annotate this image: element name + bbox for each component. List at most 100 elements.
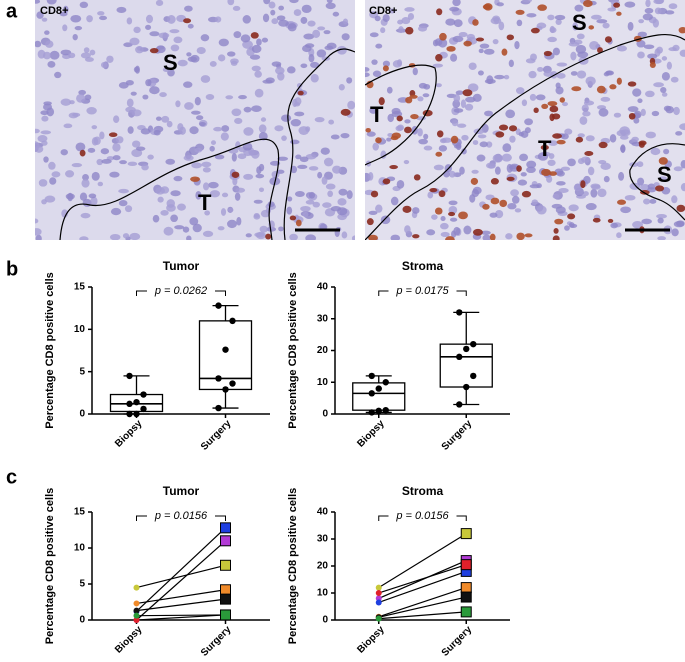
cell	[268, 1, 276, 9]
cell	[300, 63, 308, 69]
stained-cell	[588, 25, 595, 30]
cell	[205, 93, 215, 101]
cell	[620, 206, 631, 214]
cell	[643, 44, 655, 50]
cell	[490, 17, 502, 25]
cell	[232, 5, 241, 11]
cell	[115, 136, 124, 144]
cell	[519, 153, 529, 162]
cell	[507, 202, 517, 210]
pair-line	[378, 533, 467, 589]
cell	[86, 15, 93, 23]
cell	[337, 207, 348, 216]
cell	[524, 118, 534, 126]
cell	[445, 18, 456, 26]
cell	[476, 154, 486, 162]
cell	[453, 144, 462, 149]
data-point	[140, 405, 147, 413]
cell	[404, 119, 411, 124]
cell	[650, 147, 661, 156]
cell	[477, 134, 487, 139]
cell	[218, 38, 229, 47]
cell	[100, 61, 108, 68]
stained-cell	[396, 115, 403, 122]
cell	[90, 196, 98, 206]
cell	[135, 146, 146, 151]
stained-cell	[649, 62, 656, 69]
cell	[295, 154, 302, 160]
stained-cell	[297, 90, 304, 96]
cell	[616, 130, 626, 137]
cell	[75, 142, 86, 152]
cell	[254, 232, 265, 238]
cell	[516, 87, 525, 95]
cell	[465, 96, 476, 103]
p-value: p = 0.0262	[154, 285, 207, 297]
cell	[312, 29, 321, 38]
cell	[517, 179, 528, 186]
cell	[390, 196, 399, 206]
cell	[256, 166, 262, 175]
cell	[60, 98, 72, 106]
cell	[296, 82, 303, 89]
stained-cell	[552, 133, 562, 139]
cell	[141, 164, 149, 171]
stained-cell	[435, 54, 443, 62]
stained-cell	[501, 48, 508, 56]
cell	[391, 107, 401, 115]
cell	[417, 96, 424, 102]
cell	[654, 0, 665, 5]
cell	[636, 39, 646, 48]
cell	[556, 72, 566, 79]
stained-cell	[598, 141, 608, 149]
cell	[453, 226, 461, 236]
cell	[510, 189, 519, 197]
cell	[654, 7, 662, 15]
cell	[440, 231, 450, 238]
region-label: T	[370, 102, 384, 127]
cell	[555, 19, 562, 25]
y-tick-label: 10	[74, 324, 86, 335]
stained-cell	[541, 103, 549, 109]
cell	[656, 213, 667, 219]
cell	[170, 214, 178, 223]
stained-cell	[295, 219, 302, 227]
y-tick-label: 0	[79, 409, 85, 420]
cell	[317, 26, 326, 31]
cell	[274, 125, 284, 132]
pair-line	[378, 587, 467, 618]
cell	[546, 175, 553, 183]
cell	[254, 70, 262, 78]
surgery-point	[220, 593, 231, 605]
stained-cell	[434, 207, 443, 215]
cell	[118, 200, 128, 207]
cell	[69, 100, 75, 105]
pair-line	[136, 589, 226, 605]
pair-line	[378, 564, 467, 594]
cell	[259, 225, 268, 233]
cell	[395, 125, 404, 132]
cell	[372, 142, 380, 151]
cell	[129, 37, 140, 46]
cell	[488, 163, 496, 169]
cell	[278, 226, 284, 232]
cell	[47, 61, 56, 68]
cell	[448, 170, 456, 178]
pair-line	[136, 527, 226, 612]
boundary	[283, 48, 355, 240]
stained-cell	[516, 232, 525, 240]
cell	[535, 94, 546, 101]
stained-cell	[490, 178, 499, 185]
cell	[453, 93, 461, 103]
cell	[281, 135, 287, 141]
cell	[576, 33, 585, 40]
cell	[152, 214, 160, 223]
cell	[668, 3, 678, 10]
cell	[658, 176, 668, 182]
cell	[489, 212, 498, 218]
cell	[450, 53, 458, 62]
cell	[375, 43, 383, 49]
stained-cell	[613, 2, 621, 8]
data-point	[463, 383, 470, 391]
cell	[145, 14, 154, 24]
